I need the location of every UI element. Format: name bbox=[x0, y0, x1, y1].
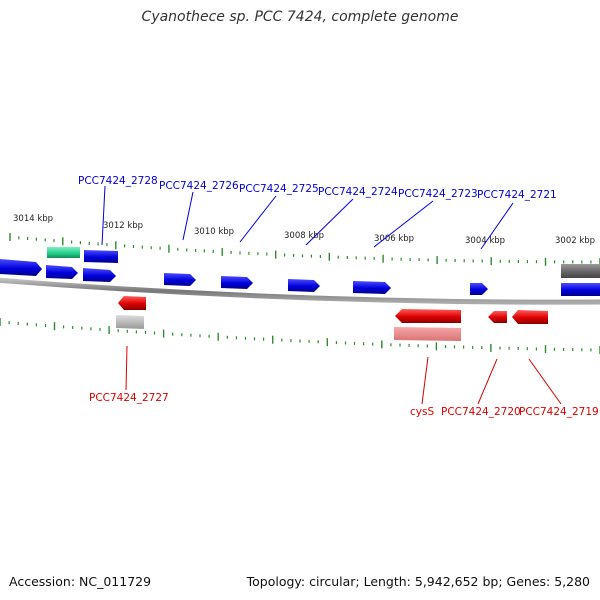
gene-pcc7424-2724[interactable] bbox=[288, 279, 320, 292]
gene-pcc7424-2725[interactable] bbox=[221, 276, 253, 289]
forward-strand-track bbox=[0, 247, 600, 296]
genome-backbone bbox=[0, 277, 600, 305]
gene-pcc7424-2723[interactable] bbox=[353, 281, 391, 294]
genome-stats: Topology: circular; Length: 5,942,652 bp… bbox=[246, 574, 590, 589]
gene-cyss[interactable] bbox=[395, 309, 461, 323]
kbp-label-3014: 3014 kbp bbox=[13, 214, 53, 224]
gene-pcc7424-2720[interactable] bbox=[488, 311, 507, 323]
scale-ticks-top bbox=[9, 233, 600, 266]
gene-label-pcc7424-2726[interactable]: PCC7424_2726 bbox=[159, 180, 239, 192]
leader-line-2719 bbox=[528, 358, 562, 405]
gene-label-pcc7424-2720[interactable]: PCC7424_2720 bbox=[441, 406, 521, 418]
label-leaders bbox=[101, 185, 562, 405]
pseudo-feature-right[interactable] bbox=[561, 264, 600, 278]
rna-feature-cyss[interactable] bbox=[394, 327, 461, 341]
reverse-strand-track bbox=[116, 296, 548, 341]
kbp-label-3006: 3006 kbp bbox=[374, 234, 414, 244]
gene-forward-left[interactable] bbox=[0, 259, 42, 276]
kbp-label-3002: 3002 kbp bbox=[555, 236, 595, 246]
leader-line-cyss bbox=[421, 356, 429, 405]
gene-labels: PCC7424_2728 PCC7424_2726 PCC7424_2725 P… bbox=[78, 175, 599, 418]
kbp-label-3008: 3008 kbp bbox=[284, 231, 324, 241]
gene-forward[interactable] bbox=[46, 265, 78, 279]
gene-label-pcc7424-2725[interactable]: PCC7424_2725 bbox=[239, 183, 319, 195]
gene-label-pcc7424-2719[interactable]: PCC7424_2719 bbox=[519, 406, 599, 418]
leader-line-2726 bbox=[182, 191, 194, 241]
leader-line-2724 bbox=[305, 198, 354, 246]
gene-forward[interactable] bbox=[83, 268, 116, 282]
gene-label-pcc7424-2724[interactable]: PCC7424_2724 bbox=[318, 186, 398, 198]
rna-feature[interactable] bbox=[47, 247, 80, 258]
gene-pcc7424-2721[interactable] bbox=[470, 283, 488, 295]
leader-line-2720 bbox=[477, 358, 498, 405]
kbp-label-3012: 3012 kbp bbox=[103, 221, 143, 231]
gene-label-pcc7424-2723[interactable]: PCC7424_2723 bbox=[398, 188, 478, 200]
gene-label-cyss[interactable]: cysS bbox=[410, 406, 434, 418]
gene-label-pcc7424-2721[interactable]: PCC7424_2721 bbox=[477, 189, 557, 201]
gene-pcc7424-2728[interactable] bbox=[84, 250, 118, 263]
scale-labels: 3014 kbp 3012 kbp 3010 kbp 3008 kbp 3006… bbox=[13, 214, 595, 246]
accession-label: Accession: NC_011729 bbox=[9, 574, 152, 589]
leader-line-2725 bbox=[239, 195, 277, 243]
gene-pcc7424-2727[interactable] bbox=[118, 296, 146, 310]
leader-line-2728 bbox=[101, 185, 106, 246]
gene-pcc7424-2726[interactable] bbox=[164, 273, 196, 286]
leader-line-2721 bbox=[480, 202, 514, 250]
leader-line-2723 bbox=[373, 200, 434, 248]
scale-ticks-bottom bbox=[0, 318, 600, 354]
kbp-label-3004: 3004 kbp bbox=[465, 236, 505, 246]
genome-title: Cyanothece sp. PCC 7424, complete genome bbox=[141, 9, 459, 25]
gene-label-pcc7424-2728[interactable]: PCC7424_2728 bbox=[78, 175, 158, 187]
gene-forward-right[interactable] bbox=[561, 283, 600, 296]
gene-label-pcc7424-2727[interactable]: PCC7424_2727 bbox=[89, 392, 169, 404]
pseudo-feature[interactable] bbox=[116, 315, 144, 329]
gene-pcc7424-2719[interactable] bbox=[512, 310, 548, 324]
kbp-label-3010: 3010 kbp bbox=[194, 227, 234, 237]
leader-line-2727 bbox=[125, 345, 128, 391]
